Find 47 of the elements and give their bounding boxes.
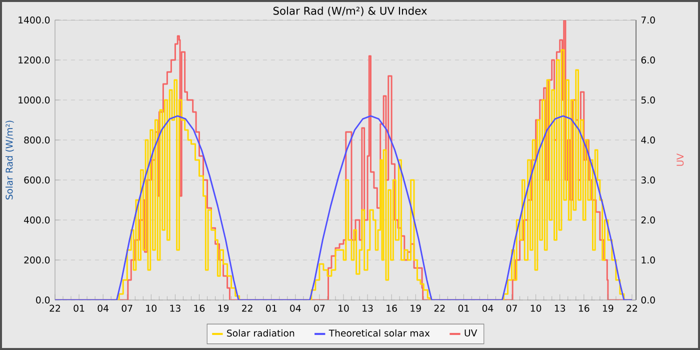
x-tick-label: 07 xyxy=(506,304,517,312)
x-tick-label: 22 xyxy=(626,304,637,312)
x-tick-label: 07 xyxy=(314,304,325,312)
y-tick-label: 600.0 xyxy=(24,176,50,184)
y2-tick-label: 4.0 xyxy=(641,136,655,144)
y-tick-label: 800.0 xyxy=(24,136,50,144)
y2-tick-label: 6.0 xyxy=(641,56,655,64)
x-tick-label: 19 xyxy=(218,304,229,312)
y2-tick-label: 0.0 xyxy=(641,296,655,304)
legend-label: UV xyxy=(464,330,478,336)
x-tick-label: 04 xyxy=(98,304,108,312)
x-tick-label: 04 xyxy=(482,304,494,312)
y2-tick-label: 7.0 xyxy=(641,16,655,24)
x-tick-label: 13 xyxy=(362,304,373,312)
legend-label: Theoretical solar max xyxy=(328,329,430,337)
x-tick-label: 10 xyxy=(146,304,156,312)
x-tick-label: 01 xyxy=(458,304,469,312)
x-tick-label: 16 xyxy=(578,304,590,312)
x-tick-label: 19 xyxy=(603,304,614,312)
y2-tick-label: 3.0 xyxy=(641,176,655,184)
y2-tick-label: 2.0 xyxy=(641,216,655,224)
x-tick-label: 16 xyxy=(386,304,397,312)
x-tick-label: 04 xyxy=(290,304,301,312)
y-tick-label: 0.0 xyxy=(36,296,50,304)
x-tick-label: 07 xyxy=(122,304,132,312)
y-tick-label: 1200.0 xyxy=(18,56,50,64)
y2-axis-title: UV xyxy=(676,153,684,166)
y-tick-label: 1000.0 xyxy=(18,96,50,104)
y-axis-title: Solar Rad (W/m²) xyxy=(6,120,14,200)
y-tick-label: 200.0 xyxy=(24,256,50,264)
legend-label: Solar radiation xyxy=(227,329,294,337)
x-tick-label: 22 xyxy=(434,304,445,312)
chart-title: Solar Rad (W/m²) & UV Index xyxy=(273,6,427,16)
x-tick-label: 22 xyxy=(50,304,60,312)
y-tick-label: 1400.0 xyxy=(18,16,50,24)
x-tick-label: 13 xyxy=(170,304,180,312)
x-tick-label: 10 xyxy=(338,304,349,312)
x-tick-label: 13 xyxy=(554,304,566,312)
y2-tick-label: 1.0 xyxy=(642,256,655,264)
x-tick-label: 19 xyxy=(410,304,421,312)
x-tick-label: 01 xyxy=(74,304,84,312)
x-tick-label: 22 xyxy=(242,304,252,312)
x-tick-label: 16 xyxy=(194,304,205,312)
x-tick-label: 01 xyxy=(266,304,276,312)
x-tick-label: 10 xyxy=(530,304,542,312)
y-tick-label: 400.0 xyxy=(24,216,50,224)
y2-tick-label: 5.0 xyxy=(641,96,655,104)
